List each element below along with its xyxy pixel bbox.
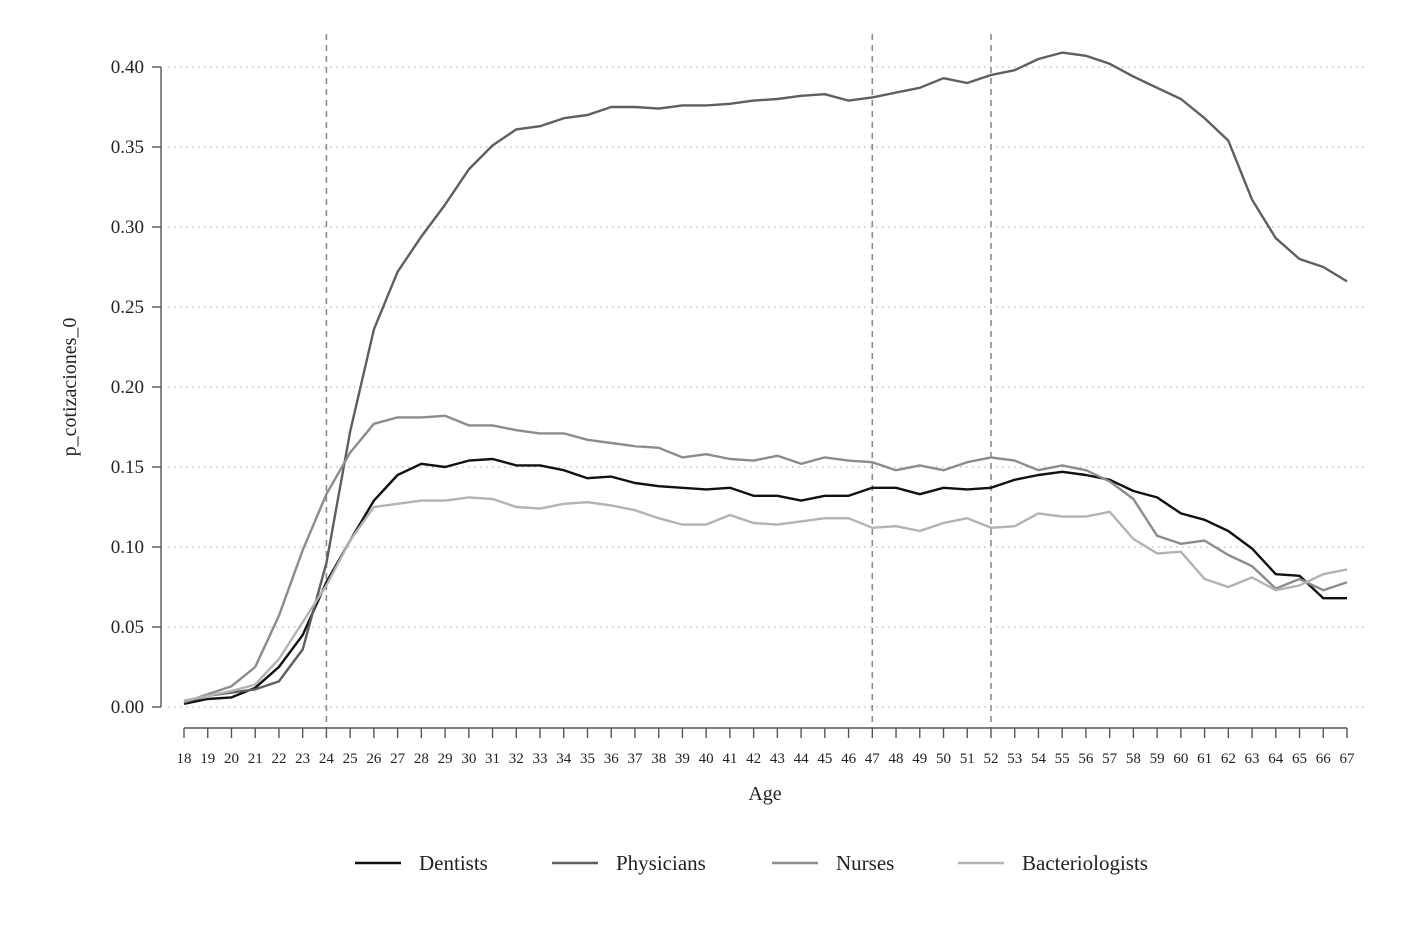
legend-label: Nurses <box>836 851 894 875</box>
reference-lines <box>325 34 992 728</box>
x-tick-label: 51 <box>960 751 975 767</box>
x-tick-label: 61 <box>1197 751 1212 767</box>
y-tick-label: 0.00 <box>111 697 144 718</box>
y-tick-label: 0.10 <box>111 537 144 558</box>
y-tick-label: 0.05 <box>111 617 144 638</box>
x-tick-label: 19 <box>200 751 215 767</box>
x-tick-label: 55 <box>1055 751 1070 767</box>
series-line-bacteriologists <box>183 496 1348 702</box>
x-tick-label: 66 <box>1316 751 1332 767</box>
x-tick-label: 59 <box>1150 751 1165 767</box>
x-tick-label: 50 <box>936 751 951 767</box>
x-tick-label: 57 <box>1102 751 1118 767</box>
x-tick-label: 22 <box>271 751 286 767</box>
x-tick-label: 47 <box>865 751 881 767</box>
legend-label: Bacteriologists <box>1022 851 1148 875</box>
x-tick-label: 53 <box>1007 751 1022 767</box>
x-tick-label: 18 <box>177 751 192 767</box>
x-tick-label: 35 <box>580 751 595 767</box>
y-tick-label: 0.15 <box>111 457 144 478</box>
x-tick-label: 25 <box>343 751 358 767</box>
x-tick-label: 48 <box>889 751 904 767</box>
x-tick-label: 41 <box>722 751 737 767</box>
y-tick-label: 0.40 <box>111 57 144 78</box>
x-tick-label: 43 <box>770 751 785 767</box>
y-tick-label: 0.20 <box>111 377 144 398</box>
x-tick-label: 58 <box>1126 751 1141 767</box>
x-tick-label: 46 <box>841 751 857 767</box>
x-tick-label: 42 <box>746 751 761 767</box>
x-tick-label: 36 <box>604 751 620 767</box>
y-tick-label: 0.25 <box>111 297 144 318</box>
x-tick-label: 28 <box>414 751 429 767</box>
series-line-dentists <box>183 457 1347 705</box>
legend-label: Physicians <box>616 851 706 875</box>
legend-label: Dentists <box>419 851 488 875</box>
x-tick-label: 64 <box>1268 751 1284 767</box>
x-tick-label: 31 <box>485 751 500 767</box>
x-axis-title: Age <box>748 783 781 805</box>
series-line-nurses <box>183 414 1348 704</box>
x-tick-label: 24 <box>319 751 335 767</box>
x-tick-label: 60 <box>1173 751 1188 767</box>
x-tick-label: 21 <box>248 751 263 767</box>
x-tick-label: 23 <box>295 751 310 767</box>
x-tick-label: 26 <box>366 751 382 767</box>
x-tick-label: 39 <box>675 751 690 767</box>
x-tick-label: 67 <box>1340 751 1356 767</box>
series-line-physicians <box>183 51 1348 704</box>
x-tick-label: 30 <box>461 751 476 767</box>
axes: 0.00 0.05 0.10 0.15 0.20 0.25 0.30 0.35 0.40 18 19… <box>111 57 1355 767</box>
x-tick-label: 62 <box>1221 751 1236 767</box>
x-tick-label: 29 <box>438 751 453 767</box>
x-tick-label: 56 <box>1078 751 1094 767</box>
x-tick-label: 37 <box>627 751 643 767</box>
x-tick-label: 34 <box>556 751 572 767</box>
x-tick-label: 20 <box>224 751 239 767</box>
y-tick-label: 0.35 <box>111 137 144 158</box>
x-tick-label: 63 <box>1245 751 1260 767</box>
x-tick-label: 32 <box>509 751 524 767</box>
x-tick-label: 49 <box>912 751 927 767</box>
x-tick-label: 65 <box>1292 751 1307 767</box>
x-tick-label: 52 <box>983 751 998 767</box>
x-tick-label: 40 <box>699 751 714 767</box>
x-tick-label: 44 <box>794 751 810 767</box>
x-tick-label: 33 <box>533 751 548 767</box>
y-tick-label: 0.30 <box>111 217 144 238</box>
x-tick-label: 54 <box>1031 751 1047 767</box>
y-axis-title: p_cotizaciones_0 <box>59 318 81 457</box>
grid-lines <box>168 66 1366 708</box>
x-tick-label: 45 <box>817 751 832 767</box>
x-tick-label: 38 <box>651 751 666 767</box>
series-lines <box>183 51 1348 705</box>
legend: Dentists Physicians Nurses Bacteriologists <box>355 851 1148 875</box>
x-tick-label: 27 <box>390 751 406 767</box>
